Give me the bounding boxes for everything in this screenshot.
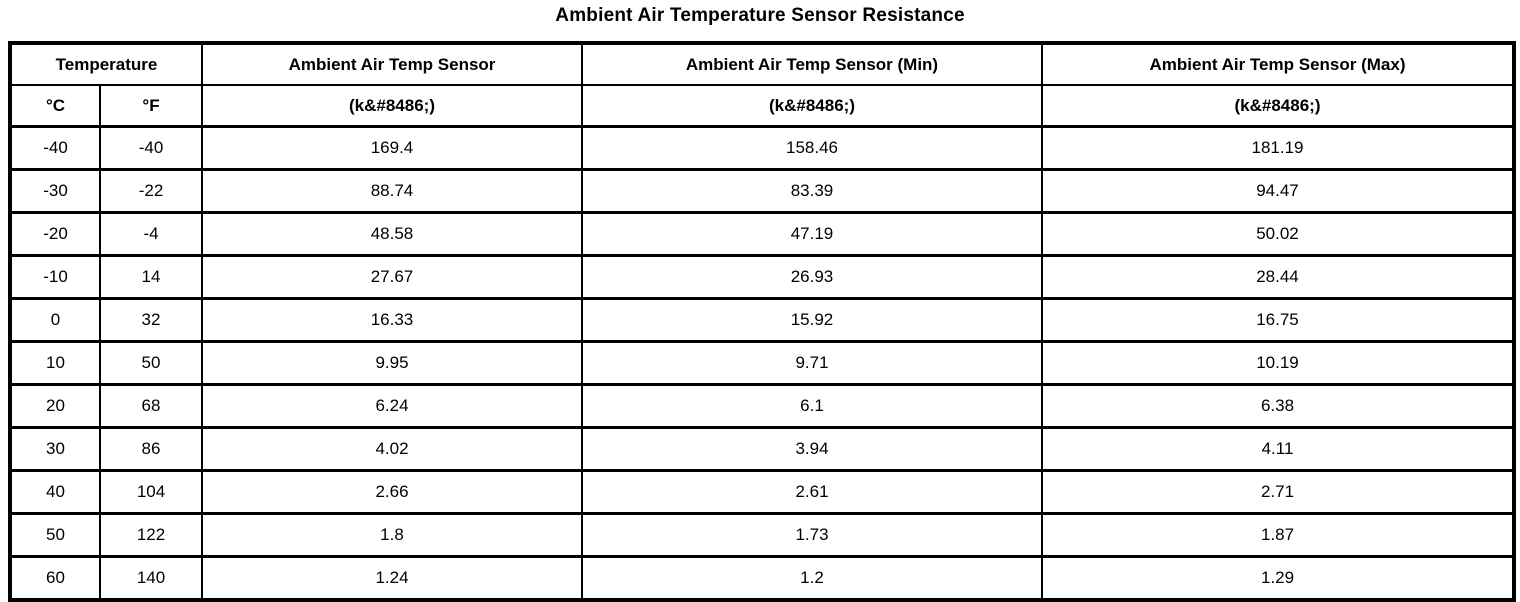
cell-resistance-nominal: 2.66 [201,469,583,515]
table-body: -40 -40 169.4 158.46 181.19 -30 -22 88.7… [9,125,1515,602]
cell-resistance-nominal: 1.8 [201,512,583,558]
cell-temp-c: 60 [9,555,101,602]
cell-resistance-min: 47.19 [581,211,1043,257]
header-temperature-group: Temperature [9,42,203,86]
table-row: 10 50 9.95 9.71 10.19 [9,340,1515,386]
cell-resistance-min: 9.71 [581,340,1043,386]
cell-resistance-nominal: 88.74 [201,168,583,214]
cell-resistance-max: 1.29 [1041,555,1515,602]
header-fahrenheit: °F [99,84,203,128]
cell-temp-c: -40 [9,125,101,171]
cell-resistance-min: 26.93 [581,254,1043,300]
sensor-resistance-table: Temperature Ambient Air Temp Sensor Ambi… [8,41,1516,602]
header-unit-nominal: (k&#8486;) [201,84,583,128]
cell-temp-c: -30 [9,168,101,214]
table-row: 0 32 16.33 15.92 16.75 [9,297,1515,343]
cell-resistance-min: 1.2 [581,555,1043,602]
cell-temp-c: 30 [9,426,101,472]
cell-resistance-max: 181.19 [1041,125,1515,171]
cell-temp-f: 68 [99,383,203,429]
cell-resistance-nominal: 169.4 [201,125,583,171]
cell-resistance-nominal: 9.95 [201,340,583,386]
cell-temp-c: -10 [9,254,101,300]
cell-resistance-nominal: 16.33 [201,297,583,343]
cell-temp-f: -4 [99,211,203,257]
page-title: Ambient Air Temperature Sensor Resistanc… [555,5,965,26]
cell-temp-c: 0 [9,297,101,343]
cell-resistance-min: 83.39 [581,168,1043,214]
table-row: -30 -22 88.74 83.39 94.47 [9,168,1515,214]
cell-resistance-nominal: 1.24 [201,555,583,602]
cell-resistance-max: 94.47 [1041,168,1515,214]
table-row: 30 86 4.02 3.94 4.11 [9,426,1515,472]
header-sensor-nominal: Ambient Air Temp Sensor [201,42,583,86]
table-row: 20 68 6.24 6.1 6.38 [9,383,1515,429]
table-header: Temperature Ambient Air Temp Sensor Ambi… [9,42,1515,128]
cell-temp-f: 32 [99,297,203,343]
cell-resistance-min: 1.73 [581,512,1043,558]
cell-resistance-max: 2.71 [1041,469,1515,515]
cell-resistance-nominal: 6.24 [201,383,583,429]
cell-resistance-max: 10.19 [1041,340,1515,386]
header-sensor-max: Ambient Air Temp Sensor (Max) [1041,42,1515,86]
cell-temp-f: 140 [99,555,203,602]
cell-temp-c: 20 [9,383,101,429]
cell-resistance-max: 6.38 [1041,383,1515,429]
header-unit-max: (k&#8486;) [1041,84,1515,128]
cell-temp-c: 50 [9,512,101,558]
cell-temp-c: -20 [9,211,101,257]
cell-resistance-max: 16.75 [1041,297,1515,343]
cell-temp-f: 122 [99,512,203,558]
table-row: 60 140 1.24 1.2 1.29 [9,555,1515,602]
cell-resistance-nominal: 4.02 [201,426,583,472]
cell-temp-f: 86 [99,426,203,472]
cell-resistance-max: 28.44 [1041,254,1515,300]
cell-temp-f: 104 [99,469,203,515]
cell-temp-c: 40 [9,469,101,515]
table-row: -10 14 27.67 26.93 28.44 [9,254,1515,300]
header-celsius: °C [9,84,101,128]
cell-temp-f: 50 [99,340,203,386]
cell-resistance-min: 2.61 [581,469,1043,515]
cell-resistance-min: 3.94 [581,426,1043,472]
header-sensor-min: Ambient Air Temp Sensor (Min) [581,42,1043,86]
cell-temp-f: -40 [99,125,203,171]
table-row: 40 104 2.66 2.61 2.71 [9,469,1515,515]
cell-temp-f: -22 [99,168,203,214]
cell-resistance-max: 4.11 [1041,426,1515,472]
cell-resistance-min: 15.92 [581,297,1043,343]
cell-resistance-min: 158.46 [581,125,1043,171]
table-row: -20 -4 48.58 47.19 50.02 [9,211,1515,257]
table-row: -40 -40 169.4 158.46 181.19 [9,125,1515,171]
header-row-groups: Temperature Ambient Air Temp Sensor Ambi… [9,42,1515,86]
header-row-units: °C °F (k&#8486;) (k&#8486;) (k&#8486;) [9,84,1515,128]
header-unit-min: (k&#8486;) [581,84,1043,128]
cell-resistance-nominal: 48.58 [201,211,583,257]
cell-resistance-max: 50.02 [1041,211,1515,257]
cell-resistance-nominal: 27.67 [201,254,583,300]
table-row: 50 122 1.8 1.73 1.87 [9,512,1515,558]
cell-resistance-max: 1.87 [1041,512,1515,558]
cell-temp-f: 14 [99,254,203,300]
cell-temp-c: 10 [9,340,101,386]
cell-resistance-min: 6.1 [581,383,1043,429]
